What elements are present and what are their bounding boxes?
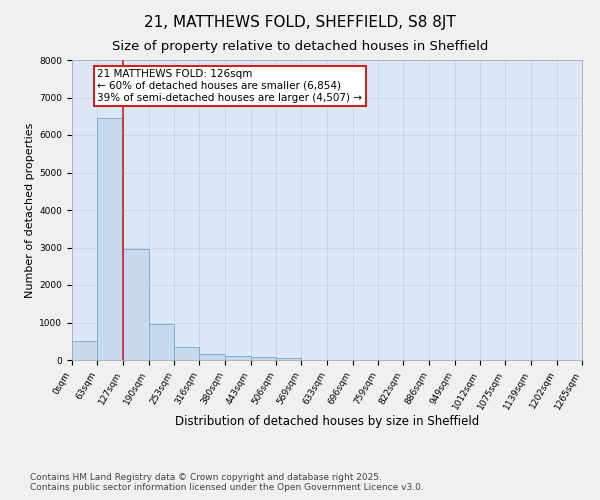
Bar: [174, 346, 199, 360]
Bar: [225, 356, 251, 360]
Text: 21 MATTHEWS FOLD: 126sqm
← 60% of detached houses are smaller (6,854)
39% of sem: 21 MATTHEWS FOLD: 126sqm ← 60% of detach…: [97, 70, 362, 102]
Bar: [149, 324, 174, 360]
Text: Size of property relative to detached houses in Sheffield: Size of property relative to detached ho…: [112, 40, 488, 53]
Bar: [199, 354, 225, 360]
Text: Contains HM Land Registry data © Crown copyright and database right 2025.
Contai: Contains HM Land Registry data © Crown c…: [30, 473, 424, 492]
Bar: [97, 118, 123, 360]
Bar: [72, 341, 97, 360]
Y-axis label: Number of detached properties: Number of detached properties: [25, 122, 35, 298]
Bar: [276, 358, 301, 360]
Text: 21, MATTHEWS FOLD, SHEFFIELD, S8 8JT: 21, MATTHEWS FOLD, SHEFFIELD, S8 8JT: [144, 15, 456, 30]
Bar: [251, 358, 276, 360]
X-axis label: Distribution of detached houses by size in Sheffield: Distribution of detached houses by size …: [175, 415, 479, 428]
Bar: [123, 250, 149, 360]
